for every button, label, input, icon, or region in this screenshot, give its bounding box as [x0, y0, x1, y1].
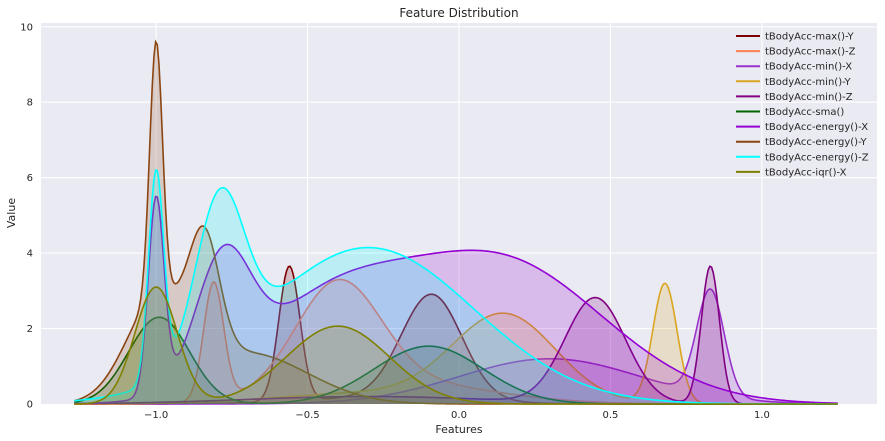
legend-label: tBodyAcc-min()-Y	[765, 77, 852, 88]
tick-labels: −1.0 −0.5 0.0 0.5 1.0 0 2 4 6 8 10	[20, 22, 770, 421]
legend-label: tBodyAcc-max()-Y	[765, 32, 854, 43]
series-layer	[74, 39, 838, 405]
legend: tBodyAcc-max()-Y tBodyAcc-max()-Z tBodyAcc…	[736, 32, 869, 178]
series-fill	[74, 283, 838, 404]
legend-label: tBodyAcc-max()-Z	[765, 47, 856, 58]
y-tick-label: 6	[27, 173, 33, 184]
legend-label: tBodyAcc-energy()-Z	[765, 152, 869, 163]
legend-label: tBodyAcc-iqr()-X	[765, 167, 847, 178]
legend-label: tBodyAcc-min()-X	[765, 62, 852, 73]
y-tick-label: 2	[27, 324, 33, 335]
series-fill	[74, 266, 838, 404]
series-line	[74, 286, 838, 405]
x-tick-label: 0.5	[602, 410, 618, 421]
series-fill	[74, 288, 838, 404]
series-fill	[74, 317, 838, 404]
legend-label: tBodyAcc-sma()	[765, 107, 844, 118]
legend-label: tBodyAcc-energy()-Y	[765, 137, 868, 148]
x-tick-label: 0.0	[451, 410, 467, 421]
x-tick-label: −0.5	[295, 410, 319, 421]
y-axis-label: Value	[5, 198, 18, 228]
x-axis-label: Features	[435, 423, 483, 436]
series-fill	[74, 41, 838, 405]
series-line	[74, 288, 838, 405]
legend-label: tBodyAcc-energy()-X	[765, 122, 868, 133]
x-tick-label: 1.0	[754, 410, 770, 421]
y-tick-label: 10	[20, 22, 33, 33]
series-line	[74, 195, 838, 405]
y-tick-label: 4	[27, 249, 33, 260]
series-fill	[74, 287, 838, 404]
y-tick-label: 8	[27, 98, 33, 109]
series-line	[74, 169, 838, 405]
legend-label: tBodyAcc-min()-Z	[765, 92, 853, 103]
series-fill	[74, 170, 838, 404]
y-tick-label: 0	[27, 400, 33, 411]
x-tick-label: −1.0	[144, 410, 168, 421]
chart-title: Feature Distribution	[399, 6, 518, 20]
